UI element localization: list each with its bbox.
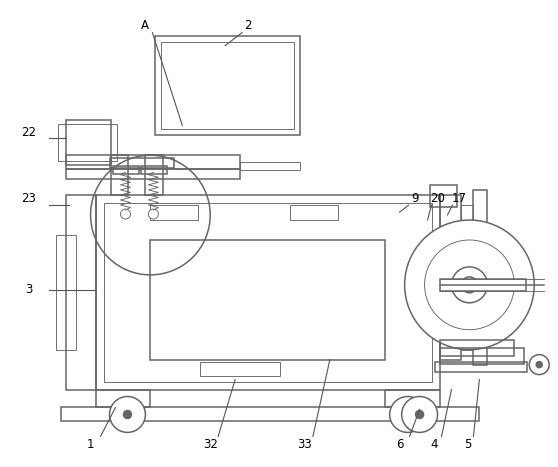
Bar [57, 124, 118, 161]
Text: 2: 2 [244, 19, 252, 32]
Bar [161, 42, 294, 129]
Text: A: A [141, 19, 150, 32]
Bar [66, 195, 95, 389]
Bar [61, 408, 479, 421]
Circle shape [466, 282, 473, 288]
Bar [141, 166, 167, 174]
Circle shape [416, 410, 424, 418]
Circle shape [123, 410, 132, 418]
Text: 1: 1 [87, 438, 94, 451]
Text: 20: 20 [430, 191, 445, 205]
Circle shape [451, 267, 487, 303]
Circle shape [389, 396, 426, 432]
Bar [440, 340, 514, 356]
Bar [435, 361, 527, 372]
Bar [151, 205, 198, 220]
Circle shape [403, 410, 412, 418]
Text: 32: 32 [203, 438, 218, 451]
Circle shape [148, 209, 158, 219]
Bar [240, 162, 300, 170]
Circle shape [402, 396, 437, 432]
Bar [290, 205, 338, 220]
Bar [56, 235, 75, 350]
Bar [448, 225, 464, 245]
Text: 33: 33 [297, 438, 312, 451]
Bar [440, 195, 461, 360]
Text: 17: 17 [452, 191, 467, 205]
Bar [95, 389, 151, 408]
Text: 22: 22 [21, 126, 36, 139]
Bar [384, 389, 440, 408]
Circle shape [529, 354, 549, 375]
Text: 9: 9 [411, 191, 418, 205]
Circle shape [121, 209, 131, 219]
Text: 3: 3 [25, 283, 32, 297]
Text: 4: 4 [431, 438, 438, 451]
Text: 23: 23 [21, 191, 36, 205]
Circle shape [536, 361, 542, 368]
Bar [110, 155, 128, 195]
Bar [440, 279, 526, 291]
Circle shape [109, 396, 146, 432]
Bar [66, 155, 240, 169]
Bar [109, 158, 174, 168]
Bar [66, 120, 110, 165]
Bar [66, 169, 240, 179]
Text: 6: 6 [396, 438, 403, 451]
Bar [200, 361, 280, 375]
Bar [104, 203, 431, 382]
Bar [155, 35, 300, 135]
Bar [146, 155, 163, 195]
Circle shape [405, 220, 534, 350]
Bar [113, 166, 140, 174]
Bar [440, 347, 525, 364]
Text: 5: 5 [464, 438, 471, 451]
Bar [430, 185, 458, 207]
Bar [461, 205, 473, 350]
Circle shape [461, 277, 478, 293]
Bar [473, 190, 487, 365]
Bar [151, 240, 384, 360]
Bar [95, 195, 440, 389]
